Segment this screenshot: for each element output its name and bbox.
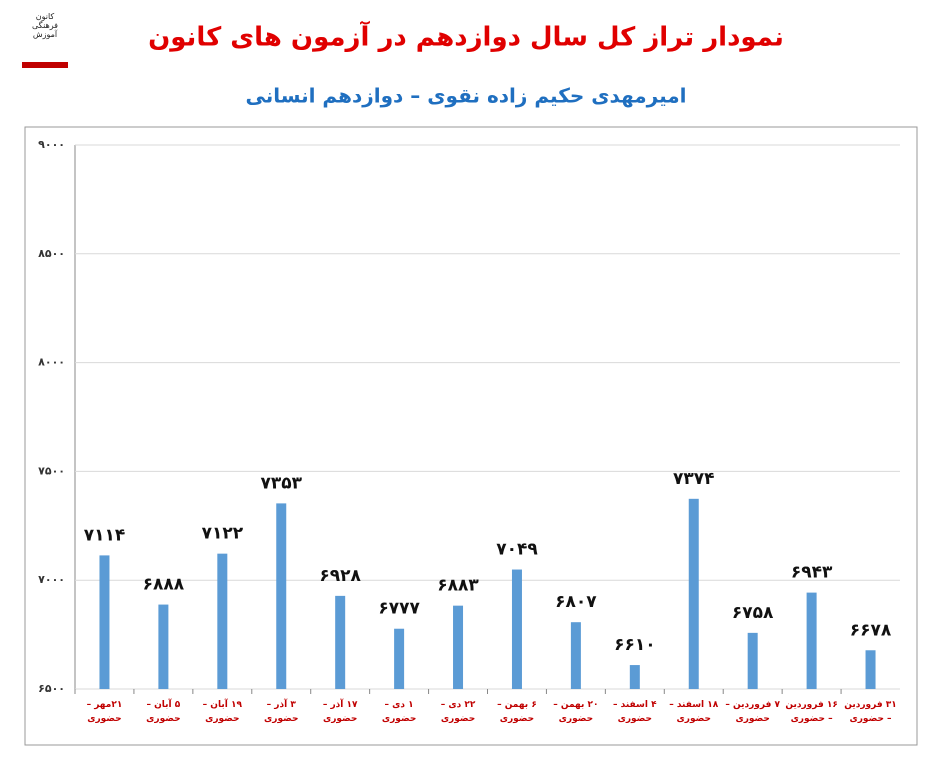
bar [806,592,817,689]
value-label: ۷۱۲۲ [202,524,244,544]
bar [865,650,876,689]
value-label: ۶۶۱۰ [614,635,656,655]
value-label: ۷۰۴۹ [496,540,538,560]
value-label: ۶۸۸۸ [143,575,185,595]
bar [217,553,228,689]
y-tick-label: ۹۰۰۰ [38,138,65,151]
bar [570,622,581,689]
bar [158,604,169,689]
value-label: ۷۳۷۴ [673,469,715,489]
x-tick-label: ۱۹ آبان – حضوری [202,700,242,724]
value-label: ۶۸۸۳ [437,576,479,596]
value-label: ۶۷۵۸ [732,603,774,623]
x-tick-label: ۴ اسفند – حضوری [613,700,657,724]
x-tick-label: ۷ فروردین – حضوری [725,700,780,724]
bar [276,503,287,689]
y-tick-label: ۶۵۰۰ [38,682,65,695]
x-tick-label: ۵ آبان – حضوری [146,700,181,724]
x-tick-label: ۱۶ فروردین – حضوری [785,700,838,724]
bar [747,632,758,689]
value-label: ۶۹۲۸ [319,566,361,586]
chart-border [24,126,918,746]
x-tick-label: ۲۰ بهمن – حضوری [553,700,599,724]
bar [335,595,346,689]
x-tick-label: ۳ آذر – حضوری [264,700,299,724]
value-label: ۷۳۵۳ [260,473,302,493]
x-tick-label: ۲۱مهر – حضوری [86,700,123,724]
value-label: ۶۷۷۷ [378,599,420,619]
x-tick-label: ۲۲ دی – حضوری [440,700,476,724]
chart-title: نمودار تراز کل سال دوازدهم در آزمون های … [148,21,784,53]
bar [99,555,110,689]
value-label: ۶۶۷۸ [850,620,892,640]
bar [688,498,699,689]
x-tick-label: ۶ بهمن – حضوری [497,700,537,724]
bar [453,605,464,689]
x-tick-label: ۱ دی – حضوری [381,700,417,724]
y-tick-label: ۷۵۰۰ [38,464,65,477]
value-label: ۶۹۴۳ [791,563,833,583]
x-tick-label: ۳۱ فروردین – حضوری [844,700,897,724]
bar [394,628,405,689]
value-label: ۷۱۱۴ [84,525,126,545]
bar [511,569,522,689]
x-tick-label: ۱۸ اسفند – حضوری [669,700,719,724]
logo: کانون فرهنگی آموزش [22,12,68,68]
x-tick-label: ۱۷ آذر – حضوری [322,700,358,724]
chart-subtitle: امیرمهدی حکیم زاده نقوی – دوازدهم انسانی [245,84,686,108]
y-tick-label: ۸۵۰۰ [38,247,65,260]
y-tick-label: ۸۰۰۰ [38,356,65,369]
value-label: ۶۸۰۷ [555,592,597,612]
y-tick-label: ۷۰۰۰ [38,573,65,586]
bar [629,665,640,689]
